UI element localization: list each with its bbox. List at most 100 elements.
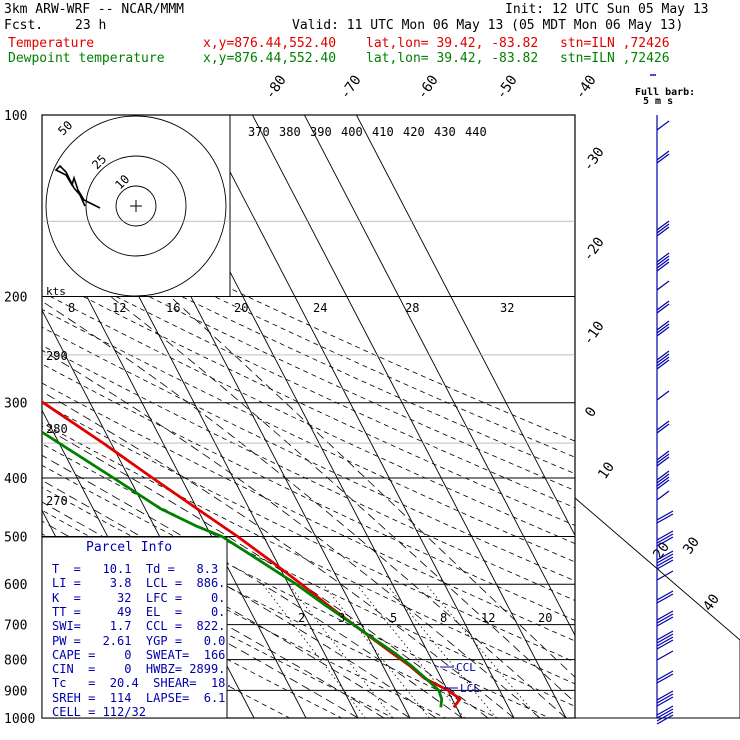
hodograph-trace (54, 164, 101, 209)
theta-e-label: 380 (279, 125, 301, 139)
mixing-ratio-label: 5 (390, 611, 397, 625)
barb-legend-value: 5 m s (643, 96, 673, 107)
wind-barb (656, 226, 670, 237)
wind-barb (656, 613, 674, 624)
wind-barb (656, 510, 674, 521)
wind-barb (656, 693, 674, 704)
mixing-ratio-label: 8 (440, 611, 447, 625)
wind-barb (656, 690, 674, 701)
wind-barb (656, 630, 674, 641)
wind-barb (656, 711, 674, 722)
dry-adiabat-line (42, 382, 575, 642)
wind-barb (656, 261, 670, 272)
temperature-station: stn=ILN ,72426 (560, 36, 670, 51)
isotherm-label: -50 (493, 72, 521, 102)
wind-barb (656, 420, 670, 431)
theta-e-label: 420 (403, 125, 425, 139)
isotherm-label: 10 (595, 459, 618, 482)
wind-barb (656, 326, 670, 337)
wind-barb (656, 705, 674, 716)
wind-barb (656, 553, 674, 564)
theta-e-label: 390 (310, 125, 332, 139)
parcel-info-row: Tc = 20.4 SHEAR= 18. (52, 676, 233, 691)
hodograph-ring (85, 155, 187, 257)
wind-barb (656, 633, 674, 644)
isotherm-label: -70 (337, 72, 365, 102)
dewpoint-latlon: lat,lon= 39.42, -83.82 (366, 51, 539, 66)
wind-barb (656, 610, 674, 621)
parcel-info-row: TT = 49 EL = 0. (52, 604, 226, 619)
wind-barb (656, 453, 670, 464)
forecast-hour: 23 h (75, 18, 107, 33)
hodograph-speed-label: 12 (112, 301, 126, 315)
dewpoint-xy: x,y=876.44,552.40 (203, 51, 337, 66)
parcel-info-box (41, 536, 228, 719)
wind-barb (656, 473, 670, 484)
mixing-ratio-label: 3 (338, 611, 345, 625)
wind-barb (656, 530, 674, 541)
mixing-ratio-label: 12 (481, 611, 495, 625)
init-time: Init: 12 UTC Sun 05 May 13 (505, 2, 709, 17)
parcel-info-row: LI = 3.8 LCL = 886. (52, 576, 226, 591)
wind-barb (656, 639, 674, 650)
wind-barb (656, 513, 674, 524)
isotherm-line (356, 115, 575, 537)
wind-barb (656, 320, 670, 331)
wind-barb (656, 356, 670, 367)
theta-label: 270 (46, 494, 68, 508)
wind-barb (656, 533, 674, 544)
parcel-info-row: K = 32 LFC = 0. (52, 590, 226, 605)
dry-adiabat-line (42, 326, 575, 582)
isotherm-label: 30 (680, 534, 703, 557)
pressure-tick-label: 1000 (4, 712, 35, 727)
wind-barb (656, 303, 670, 314)
theta-e-label: 400 (341, 125, 363, 139)
forecast-label: Fcst. (4, 18, 44, 33)
wind-barb (656, 350, 670, 361)
parcel-info-row: PW = 2.61 YGP = 0.0 (52, 633, 226, 648)
wind-barb (656, 708, 674, 719)
mixing-ratio-line (322, 583, 430, 718)
parcel-info-row: CELL = 112/32 (52, 705, 146, 719)
dry-adiabat-line (42, 363, 575, 621)
pressure-tick-label: 800 (4, 654, 27, 669)
mixing-ratio-line (386, 583, 497, 718)
dry-adiabat-line (42, 309, 575, 563)
wind-barb (656, 550, 674, 561)
isotherm-line (304, 115, 575, 637)
diagram-boundary (574, 497, 740, 719)
hodograph-ring (115, 185, 157, 227)
parcel-info-row: CIN = 0 HWBZ= 2899. (52, 662, 226, 677)
theta-e-label: 370 (248, 125, 270, 139)
model-title: 3km ARW-WRF -- NCAR/MMM (4, 2, 185, 17)
isotherm-label: -20 (580, 234, 608, 264)
lcl-label: LCL (460, 682, 480, 695)
wind-barb (656, 470, 670, 481)
parcel-info-row: CAPE = 0 SWEAT= 166 (52, 647, 226, 662)
isotherm-label: -10 (580, 318, 608, 348)
hodograph-kts-label: kts (46, 285, 66, 298)
wind-barb (656, 323, 670, 334)
parcel-info-row: T = 10.1 Td = 8.3 (52, 562, 219, 576)
wind-barb (656, 670, 674, 681)
theta-label: 290 (46, 349, 68, 363)
pressure-tick-label: 600 (4, 578, 27, 593)
isotherm-label: 40 (700, 591, 723, 614)
dewpoint-station: stn=ILN ,72426 (560, 51, 670, 66)
theta-label: 280 (46, 422, 68, 436)
theta-e-label: 410 (372, 125, 394, 139)
wind-barb (656, 559, 674, 570)
mixing-ratio-line (288, 583, 394, 718)
wind-barb (656, 593, 674, 604)
wind-barb (656, 479, 670, 490)
temperature-xy: x,y=876.44,552.40 (203, 36, 337, 51)
parcel-info-row: SREH = 114 LAPSE= 6.1 (52, 690, 226, 705)
wind-barb (656, 476, 670, 487)
wind-barb (656, 590, 674, 601)
wind-barb (656, 390, 670, 401)
parcel-info-row: SWI= 1.7 CCL = 822. (52, 619, 226, 634)
hodograph-speed-label: 24 (313, 301, 327, 315)
wind-barb (656, 450, 670, 461)
pressure-tick-label: 500 (4, 530, 27, 545)
isotherm-line (252, 115, 567, 718)
